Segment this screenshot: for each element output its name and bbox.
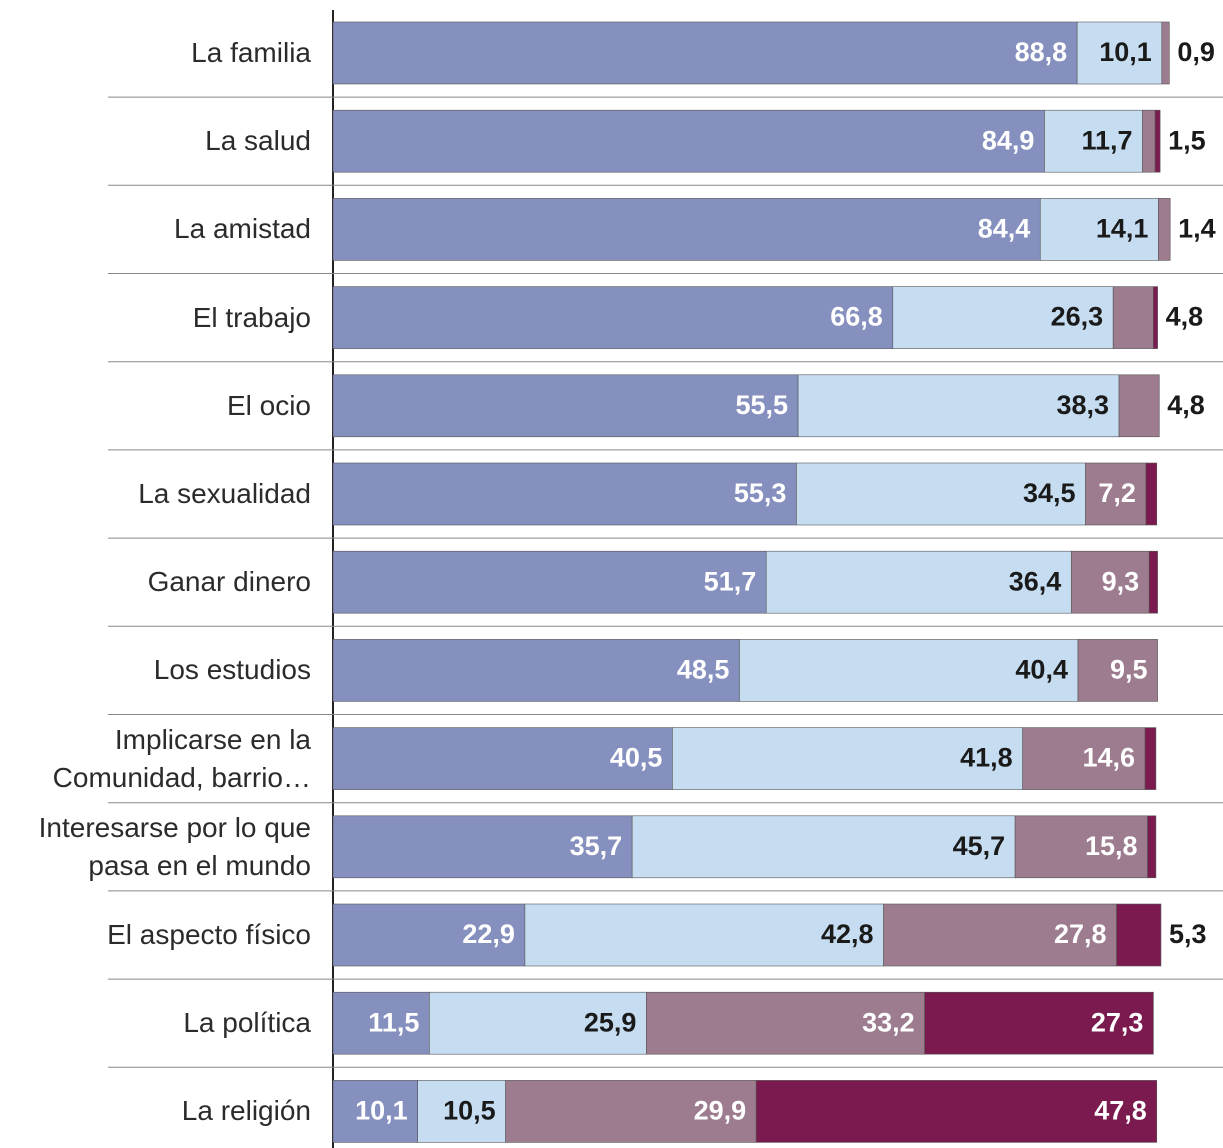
value-label: 29,9: [694, 1096, 747, 1126]
value-label: 1,4: [1178, 214, 1216, 244]
value-label: 51,7: [704, 566, 757, 596]
value-label: 34,5: [1023, 478, 1076, 508]
value-label: 27,3: [1091, 1007, 1144, 1037]
category-label: La sexualidad: [138, 475, 311, 513]
bar-segment: [333, 110, 1044, 172]
value-label: 25,9: [584, 1007, 637, 1037]
bar-segment: [1119, 375, 1159, 437]
value-label: 10,5: [443, 1096, 496, 1126]
value-label: 10,1: [355, 1096, 408, 1126]
chart: 88,8 10,1 0,9 84,9 11,7 1,5 84,4 14,1 1,4 66,8 26,…: [0, 0, 1223, 1148]
value-label: 42,8: [821, 919, 874, 949]
bar-segment: [1145, 728, 1156, 790]
value-label: 48,5: [677, 655, 730, 685]
value-label: 38,3: [1056, 390, 1109, 420]
bar-segment: [1162, 22, 1170, 84]
value-label: 88,8: [1015, 37, 1068, 67]
value-label: 5,3: [1169, 919, 1207, 949]
value-label: 55,3: [734, 478, 787, 508]
category-label: La salud: [205, 122, 311, 160]
value-label: 26,3: [1051, 302, 1104, 332]
value-label: 84,4: [978, 214, 1031, 244]
value-label: 15,8: [1085, 831, 1138, 861]
bar-segment: [1153, 287, 1157, 349]
bar-segment: [1143, 110, 1156, 172]
value-label: 55,5: [736, 390, 789, 420]
bar-segment: [333, 551, 766, 613]
value-label: 40,5: [610, 743, 663, 773]
value-label: 7,2: [1098, 478, 1136, 508]
category-label: La amistad: [174, 210, 311, 248]
category-label: La familia: [191, 34, 311, 72]
category-label: El aspecto físico: [107, 916, 311, 954]
value-label: 33,2: [862, 1007, 915, 1037]
bar-segment: [1117, 904, 1161, 966]
value-label: 10,1: [1099, 37, 1152, 67]
category-label: El trabajo: [193, 299, 311, 337]
bar-segment: [333, 463, 796, 525]
value-label: 35,7: [570, 831, 623, 861]
category-label: La política: [183, 1004, 311, 1042]
category-label: El ocio: [227, 387, 311, 425]
value-label: 66,8: [830, 302, 883, 332]
value-label: 36,4: [1009, 566, 1062, 596]
value-label: 47,8: [1094, 1096, 1147, 1126]
bar-segment: [333, 287, 893, 349]
category-label: La religión: [182, 1092, 311, 1130]
bar-segment: [1113, 287, 1153, 349]
value-label: 11,7: [1081, 125, 1132, 155]
bar-segment: [1149, 551, 1157, 613]
category-label: Ganar dinero: [148, 563, 311, 601]
category-label: Interesarse por lo que pasa en el mundo: [39, 809, 311, 885]
category-label: Implicarse en la Comunidad, barrio…: [53, 721, 311, 797]
value-label: 4,8: [1167, 390, 1205, 420]
value-label: 84,9: [982, 125, 1035, 155]
value-label: 9,5: [1110, 655, 1148, 685]
value-label: 14,6: [1082, 743, 1135, 773]
bar-segment: [1146, 463, 1157, 525]
value-label: 45,7: [953, 831, 1006, 861]
bar-segment: [1155, 110, 1160, 172]
value-label: 14,1: [1096, 214, 1149, 244]
bar-segment: [1158, 198, 1170, 260]
bar-segment: [333, 198, 1040, 260]
value-label: 27,8: [1054, 919, 1107, 949]
value-label: 0,9: [1177, 37, 1215, 67]
value-label: 40,4: [1015, 655, 1068, 685]
value-label: 11,5: [368, 1007, 419, 1037]
value-label: 1,5: [1168, 125, 1206, 155]
value-label: 41,8: [960, 743, 1013, 773]
bar-segment: [1148, 816, 1156, 878]
bar-segment: [333, 375, 798, 437]
value-label: 9,3: [1102, 566, 1140, 596]
value-label: 22,9: [462, 919, 515, 949]
bar-segment: [333, 22, 1077, 84]
value-label: 4,8: [1166, 302, 1204, 332]
category-label: Los estudios: [154, 651, 311, 689]
